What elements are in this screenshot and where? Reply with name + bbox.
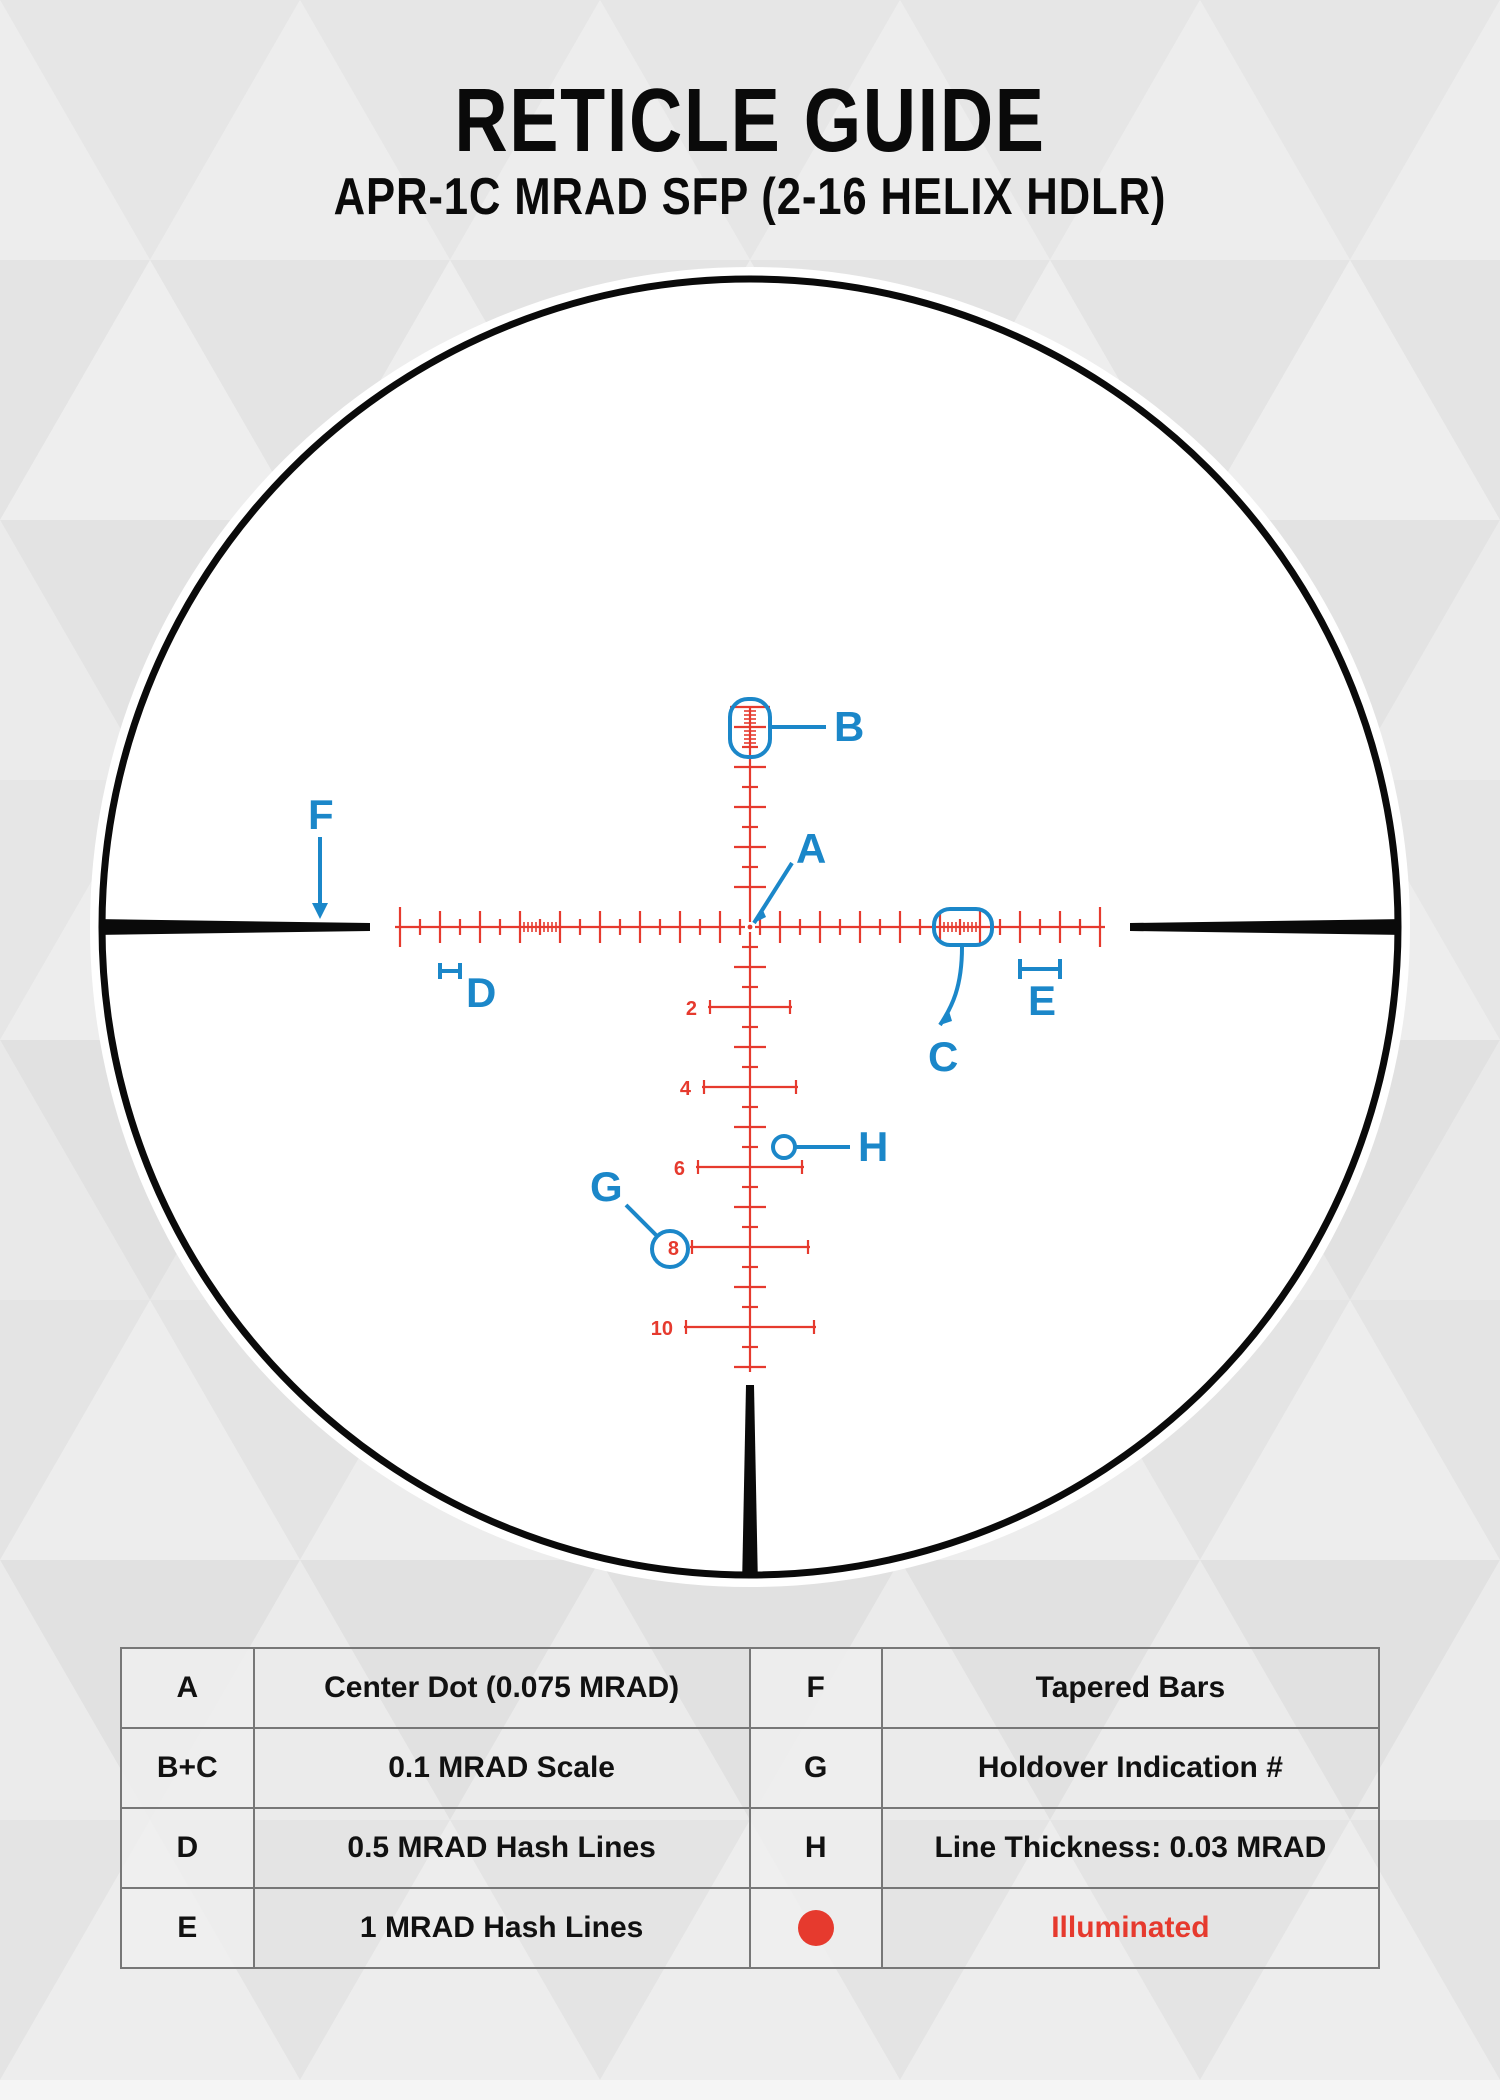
legend-key: B+C xyxy=(121,1728,254,1808)
legend-desc: Center Dot (0.075 MRAD) xyxy=(254,1648,750,1728)
legend-key: G xyxy=(750,1728,882,1808)
legend-key: H xyxy=(750,1808,882,1888)
svg-text:8: 8 xyxy=(668,1238,679,1260)
svg-text:4: 4 xyxy=(680,1078,692,1100)
legend-key: A xyxy=(121,1648,254,1728)
annotation-b: B xyxy=(834,703,864,750)
scope-diagram: 2 4 6 8 10 A B xyxy=(90,267,1410,1587)
svg-text:6: 6 xyxy=(674,1158,685,1180)
page-title: RETICLE GUIDE xyxy=(135,0,1365,173)
legend-desc: Illuminated xyxy=(882,1888,1379,1968)
table-row: A Center Dot (0.075 MRAD) F Tapered Bars xyxy=(121,1648,1379,1728)
annotation-c: C xyxy=(928,1033,958,1080)
annotation-a: A xyxy=(796,825,826,872)
table-row: D 0.5 MRAD Hash Lines H Line Thickness: … xyxy=(121,1808,1379,1888)
legend-key: E xyxy=(121,1888,254,1968)
reticle-svg: 2 4 6 8 10 A B xyxy=(90,267,1410,1587)
legend-key: F xyxy=(750,1648,882,1728)
legend-desc: Holdover Indication # xyxy=(882,1728,1379,1808)
annotation-h: H xyxy=(858,1123,888,1170)
svg-text:2: 2 xyxy=(686,998,697,1020)
legend-desc: Tapered Bars xyxy=(882,1648,1379,1728)
illuminated-dot-icon xyxy=(798,1910,834,1946)
table-row: B+C 0.1 MRAD Scale G Holdover Indication… xyxy=(121,1728,1379,1808)
annotation-f: F xyxy=(308,791,334,838)
legend-key xyxy=(750,1888,882,1968)
center-dot xyxy=(748,925,753,930)
legend-table: A Center Dot (0.075 MRAD) F Tapered Bars… xyxy=(120,1647,1380,1969)
legend-desc: 0.5 MRAD Hash Lines xyxy=(254,1808,750,1888)
svg-text:10: 10 xyxy=(651,1318,673,1340)
legend-desc: 0.1 MRAD Scale xyxy=(254,1728,750,1808)
legend-key: D xyxy=(121,1808,254,1888)
legend-desc: 1 MRAD Hash Lines xyxy=(254,1888,750,1968)
legend-desc: Line Thickness: 0.03 MRAD xyxy=(882,1808,1379,1888)
annotation-d: D xyxy=(466,969,496,1016)
annotation-g: G xyxy=(590,1163,623,1210)
table-row: E 1 MRAD Hash Lines Illuminated xyxy=(121,1888,1379,1968)
page-subtitle: APR-1C MRAD SFP (2-16 HELIX HDLR) xyxy=(120,167,1380,227)
annotation-e: E xyxy=(1028,977,1056,1024)
